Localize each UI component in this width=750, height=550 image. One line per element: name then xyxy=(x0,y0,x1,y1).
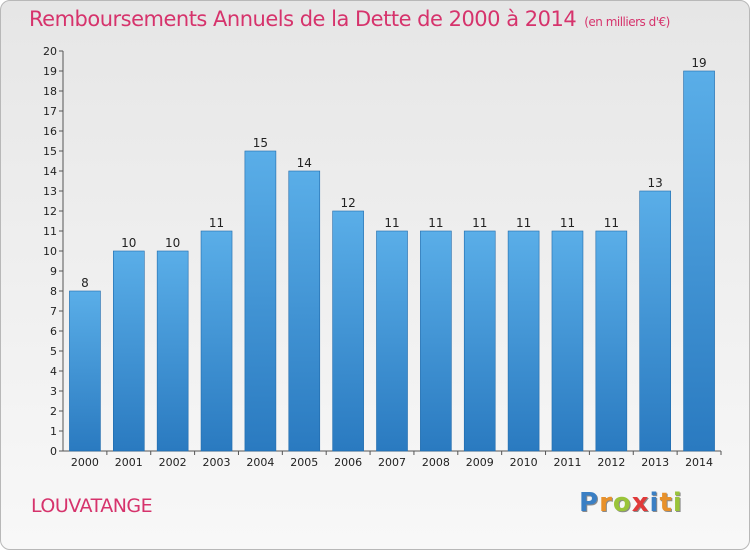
chart-bars xyxy=(69,70,715,452)
chart-title: Remboursements Annuels de la Dette de 20… xyxy=(29,7,670,31)
bar-2004 xyxy=(244,150,277,452)
data-labels: 8 10 10 11 15 14 12 11 11 11 11 11 11 13 19 xyxy=(81,56,707,290)
bar-2002 xyxy=(156,250,189,452)
x-tick-label: 2014 xyxy=(685,456,713,469)
x-tick-label: 2003 xyxy=(203,456,231,469)
y-tick-label: 2 xyxy=(50,405,57,418)
bar-2005 xyxy=(288,170,321,452)
data-label: 11 xyxy=(604,216,619,230)
logo-letter: o xyxy=(612,488,632,518)
y-tick-label: 17 xyxy=(43,105,57,118)
y-tick-label: 16 xyxy=(43,125,57,138)
logo-letter: x xyxy=(631,488,650,518)
y-tick-label: 18 xyxy=(43,85,57,98)
y-tick-label: 10 xyxy=(43,245,57,258)
data-label: 12 xyxy=(340,196,355,210)
x-tick-label: 2013 xyxy=(641,456,669,469)
y-tick-label: 8 xyxy=(50,285,57,298)
y-tick-label: 7 xyxy=(50,305,57,318)
data-label: 11 xyxy=(384,216,399,230)
x-tick-label: 2000 xyxy=(71,456,99,469)
x-tick-label: 2002 xyxy=(159,456,187,469)
bar-2012 xyxy=(595,230,628,452)
bar-2011 xyxy=(551,230,584,452)
bar-2013 xyxy=(639,190,672,452)
bar-2006 xyxy=(332,210,364,452)
logo-letter: r xyxy=(599,488,613,518)
data-label: 10 xyxy=(165,236,180,250)
bar-2009 xyxy=(463,230,496,452)
bar-2010 xyxy=(507,230,540,452)
x-tick-label: 2012 xyxy=(597,456,625,469)
data-label: 8 xyxy=(81,276,89,290)
data-label: 14 xyxy=(297,156,312,170)
y-tick-label: 6 xyxy=(50,325,57,338)
y-tick-label: 19 xyxy=(43,65,57,78)
data-label: 11 xyxy=(428,216,443,230)
data-label: 15 xyxy=(253,136,268,150)
y-tick-label: 11 xyxy=(43,225,57,238)
y-tick-label: 15 xyxy=(43,145,57,158)
y-tick-label: 13 xyxy=(43,185,57,198)
logo-letter: i xyxy=(649,488,660,518)
x-tick-label: 2007 xyxy=(378,456,406,469)
logo-letter: t xyxy=(659,488,673,518)
bar-2014 xyxy=(683,70,715,452)
data-label: 11 xyxy=(209,216,224,230)
x-tick-label: 2006 xyxy=(334,456,362,469)
x-tick-label: 2008 xyxy=(422,456,450,469)
y-tick-label: 9 xyxy=(50,265,57,278)
y-tick-label: 20 xyxy=(43,45,57,58)
bar-2007 xyxy=(376,230,408,452)
x-tick-label: 2005 xyxy=(290,456,318,469)
x-tick-label: 2004 xyxy=(246,456,274,469)
y-tick-label: 14 xyxy=(43,165,57,178)
data-label: 11 xyxy=(472,216,487,230)
x-tick-label: 2009 xyxy=(466,456,494,469)
data-label: 11 xyxy=(516,216,531,230)
y-tick-label: 0 xyxy=(50,445,57,458)
chart-title-text: Remboursements Annuels de la Dette de 20… xyxy=(29,7,577,31)
data-label: 10 xyxy=(121,236,136,250)
y-tick-label: 3 xyxy=(50,385,57,398)
data-label: 19 xyxy=(691,56,706,70)
x-tick-label: 2010 xyxy=(510,456,538,469)
y-tick-label: 1 xyxy=(50,425,57,438)
bar-2003 xyxy=(200,230,233,452)
x-tick-label: 2011 xyxy=(553,456,581,469)
y-tick-label: 12 xyxy=(43,205,57,218)
x-tick-labels: 2000 2001 2002 2003 2004 2005 2006 2007 2008 2009… xyxy=(71,456,713,469)
bar-2008 xyxy=(420,230,452,452)
chart-unit-label: (en milliers d'€) xyxy=(584,15,670,29)
y-tick-label: 5 xyxy=(50,345,57,358)
bar-2001 xyxy=(113,250,145,452)
logo-letter: i xyxy=(672,488,683,518)
place-name: LOUVATANGE xyxy=(31,495,153,517)
data-label: 13 xyxy=(648,176,663,190)
data-label: 11 xyxy=(560,216,575,230)
proxiti-logo: Proxiti xyxy=(579,488,683,518)
y-tick-label: 4 xyxy=(50,365,57,378)
x-tick-label: 2001 xyxy=(115,456,143,469)
bar-2000 xyxy=(69,290,101,452)
logo-letter: P xyxy=(579,488,600,518)
